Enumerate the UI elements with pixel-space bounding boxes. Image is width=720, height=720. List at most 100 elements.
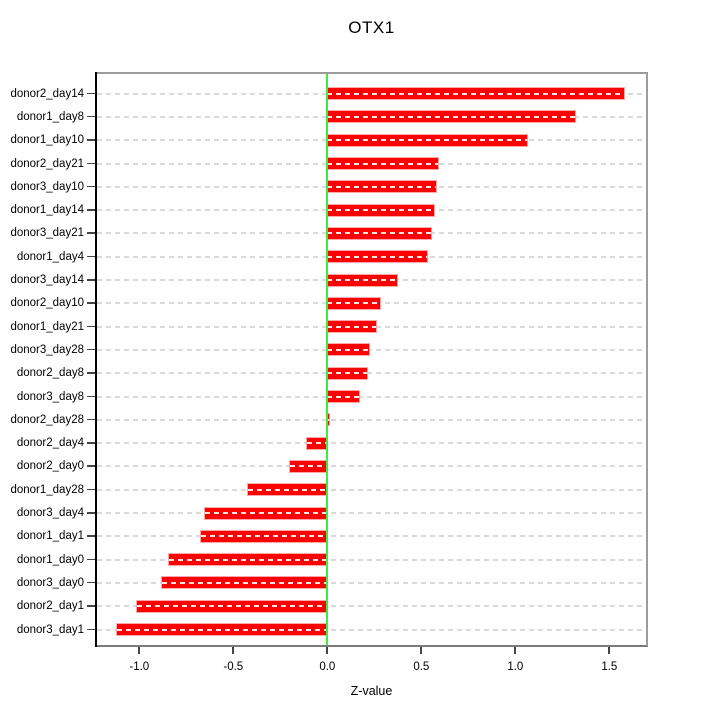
bar-row: donor2_day1 bbox=[17, 595, 646, 618]
bar bbox=[248, 484, 328, 496]
grid-line bbox=[97, 465, 646, 468]
bar-row: donor2_day14 bbox=[10, 82, 646, 105]
bar-row: donor1_day21 bbox=[10, 315, 646, 338]
bar-row: donor1_day4 bbox=[17, 245, 646, 268]
bar-grid-overlay bbox=[161, 581, 328, 584]
bar-grid-overlay bbox=[201, 535, 328, 538]
grid-line bbox=[97, 418, 646, 421]
grid-line bbox=[97, 442, 646, 445]
y-tick-label: donor3_day28 bbox=[10, 343, 84, 356]
y-axis-tick bbox=[87, 279, 95, 281]
y-axis-tick bbox=[87, 442, 95, 444]
y-tick-label: donor2_day21 bbox=[10, 157, 84, 170]
bar bbox=[327, 367, 367, 379]
y-tick-label: donor3_day8 bbox=[16, 390, 84, 403]
bar-row: donor1_day14 bbox=[10, 199, 646, 222]
bar bbox=[116, 624, 328, 636]
bar-grid-overlay bbox=[327, 185, 437, 188]
y-axis-tick bbox=[87, 348, 95, 351]
bar-grid-overlay bbox=[327, 395, 360, 398]
bar bbox=[327, 111, 576, 123]
y-axis-tick bbox=[87, 628, 95, 631]
bar-grid-overlay bbox=[327, 255, 427, 258]
y-tick-label: donor1_day1 bbox=[16, 530, 84, 543]
y-axis-tick bbox=[87, 255, 95, 258]
y-tick-label: donor3_day0 bbox=[16, 576, 84, 589]
bar-row: donor2_day4 bbox=[17, 432, 646, 455]
grid-line bbox=[97, 605, 646, 608]
bar bbox=[327, 251, 427, 263]
bar-row: donor3_day4 bbox=[17, 501, 646, 524]
y-axis-tick bbox=[87, 115, 95, 118]
x-tick-label: -1.0 bbox=[129, 661, 150, 673]
bar-grid-overlay bbox=[327, 139, 527, 142]
bar-row: donor3_day28 bbox=[10, 338, 646, 361]
bar-grid-overlay bbox=[327, 325, 377, 328]
grid-line bbox=[97, 535, 646, 538]
grid-line bbox=[97, 558, 646, 561]
bar bbox=[161, 577, 328, 589]
grid-line bbox=[97, 628, 646, 631]
bar-row: donor1_day10 bbox=[10, 129, 646, 152]
bar-row: donor3_day0 bbox=[17, 571, 646, 594]
y-axis-tick bbox=[87, 325, 95, 328]
bar bbox=[327, 204, 435, 216]
y-axis-tick bbox=[87, 558, 95, 561]
bar bbox=[201, 530, 328, 542]
y-tick-label: donor1_day28 bbox=[10, 483, 84, 496]
bar-row: donor2_day21 bbox=[10, 152, 646, 175]
y-tick-label: donor1_day4 bbox=[16, 250, 84, 263]
bar bbox=[327, 391, 360, 403]
bar-row: donor3_day1 bbox=[17, 618, 646, 641]
y-axis-tick bbox=[87, 418, 95, 421]
bar-grid-overlay bbox=[327, 115, 576, 118]
bar bbox=[327, 88, 625, 100]
bar-grid-overlay bbox=[327, 279, 397, 282]
y-axis-tick bbox=[87, 232, 95, 234]
y-tick-label: donor3_day21 bbox=[10, 227, 84, 240]
x-tick-label: 1.0 bbox=[507, 661, 524, 673]
bar-grid-overlay bbox=[327, 348, 369, 351]
y-tick-label: donor1_day0 bbox=[16, 553, 84, 566]
grid-line bbox=[97, 348, 646, 351]
y-tick-label: donor1_day10 bbox=[10, 133, 84, 146]
bar bbox=[306, 437, 328, 449]
x-axis-tick bbox=[326, 647, 328, 654]
y-axis-tick bbox=[87, 465, 95, 467]
bar-row: donor1_day28 bbox=[10, 478, 646, 501]
y-tick-label: donor3_day4 bbox=[16, 506, 84, 519]
x-axis-tick bbox=[514, 647, 516, 654]
bar-row: donor3_day10 bbox=[10, 175, 646, 198]
bar-grid-overlay bbox=[306, 442, 328, 445]
bar bbox=[137, 600, 328, 612]
y-axis-tick bbox=[87, 185, 95, 188]
y-tick-label: donor1_day8 bbox=[16, 110, 84, 123]
y-tick-label: donor3_day10 bbox=[10, 180, 84, 193]
x-tick-label: 0.5 bbox=[413, 661, 430, 673]
bar bbox=[169, 554, 328, 566]
bar-row: donor2_day8 bbox=[17, 362, 646, 385]
y-axis-tick bbox=[87, 209, 95, 211]
y-axis-tick bbox=[87, 302, 95, 304]
y-tick-label: donor3_day14 bbox=[10, 273, 84, 286]
grid-line bbox=[97, 488, 646, 491]
bar-row: donor3_day14 bbox=[10, 268, 646, 291]
x-axis-tick bbox=[420, 647, 422, 654]
bar bbox=[327, 158, 439, 170]
bar-grid-overlay bbox=[327, 92, 625, 95]
y-axis-tick bbox=[87, 581, 95, 584]
bar-grid-overlay bbox=[169, 558, 328, 561]
bar-grid-overlay bbox=[327, 209, 435, 212]
y-tick-label: donor3_day1 bbox=[16, 623, 84, 636]
x-tick-label: 0.0 bbox=[319, 661, 336, 673]
y-axis-tick bbox=[87, 605, 95, 607]
bar-row: donor1_day1 bbox=[17, 525, 646, 548]
x-axis-tick bbox=[608, 647, 610, 654]
bar-row: donor2_day10 bbox=[10, 292, 646, 315]
y-axis-tick bbox=[87, 372, 95, 374]
bar-grid-overlay bbox=[289, 465, 328, 468]
bar-row: donor3_day8 bbox=[17, 385, 646, 408]
x-axis-tick bbox=[232, 647, 234, 654]
